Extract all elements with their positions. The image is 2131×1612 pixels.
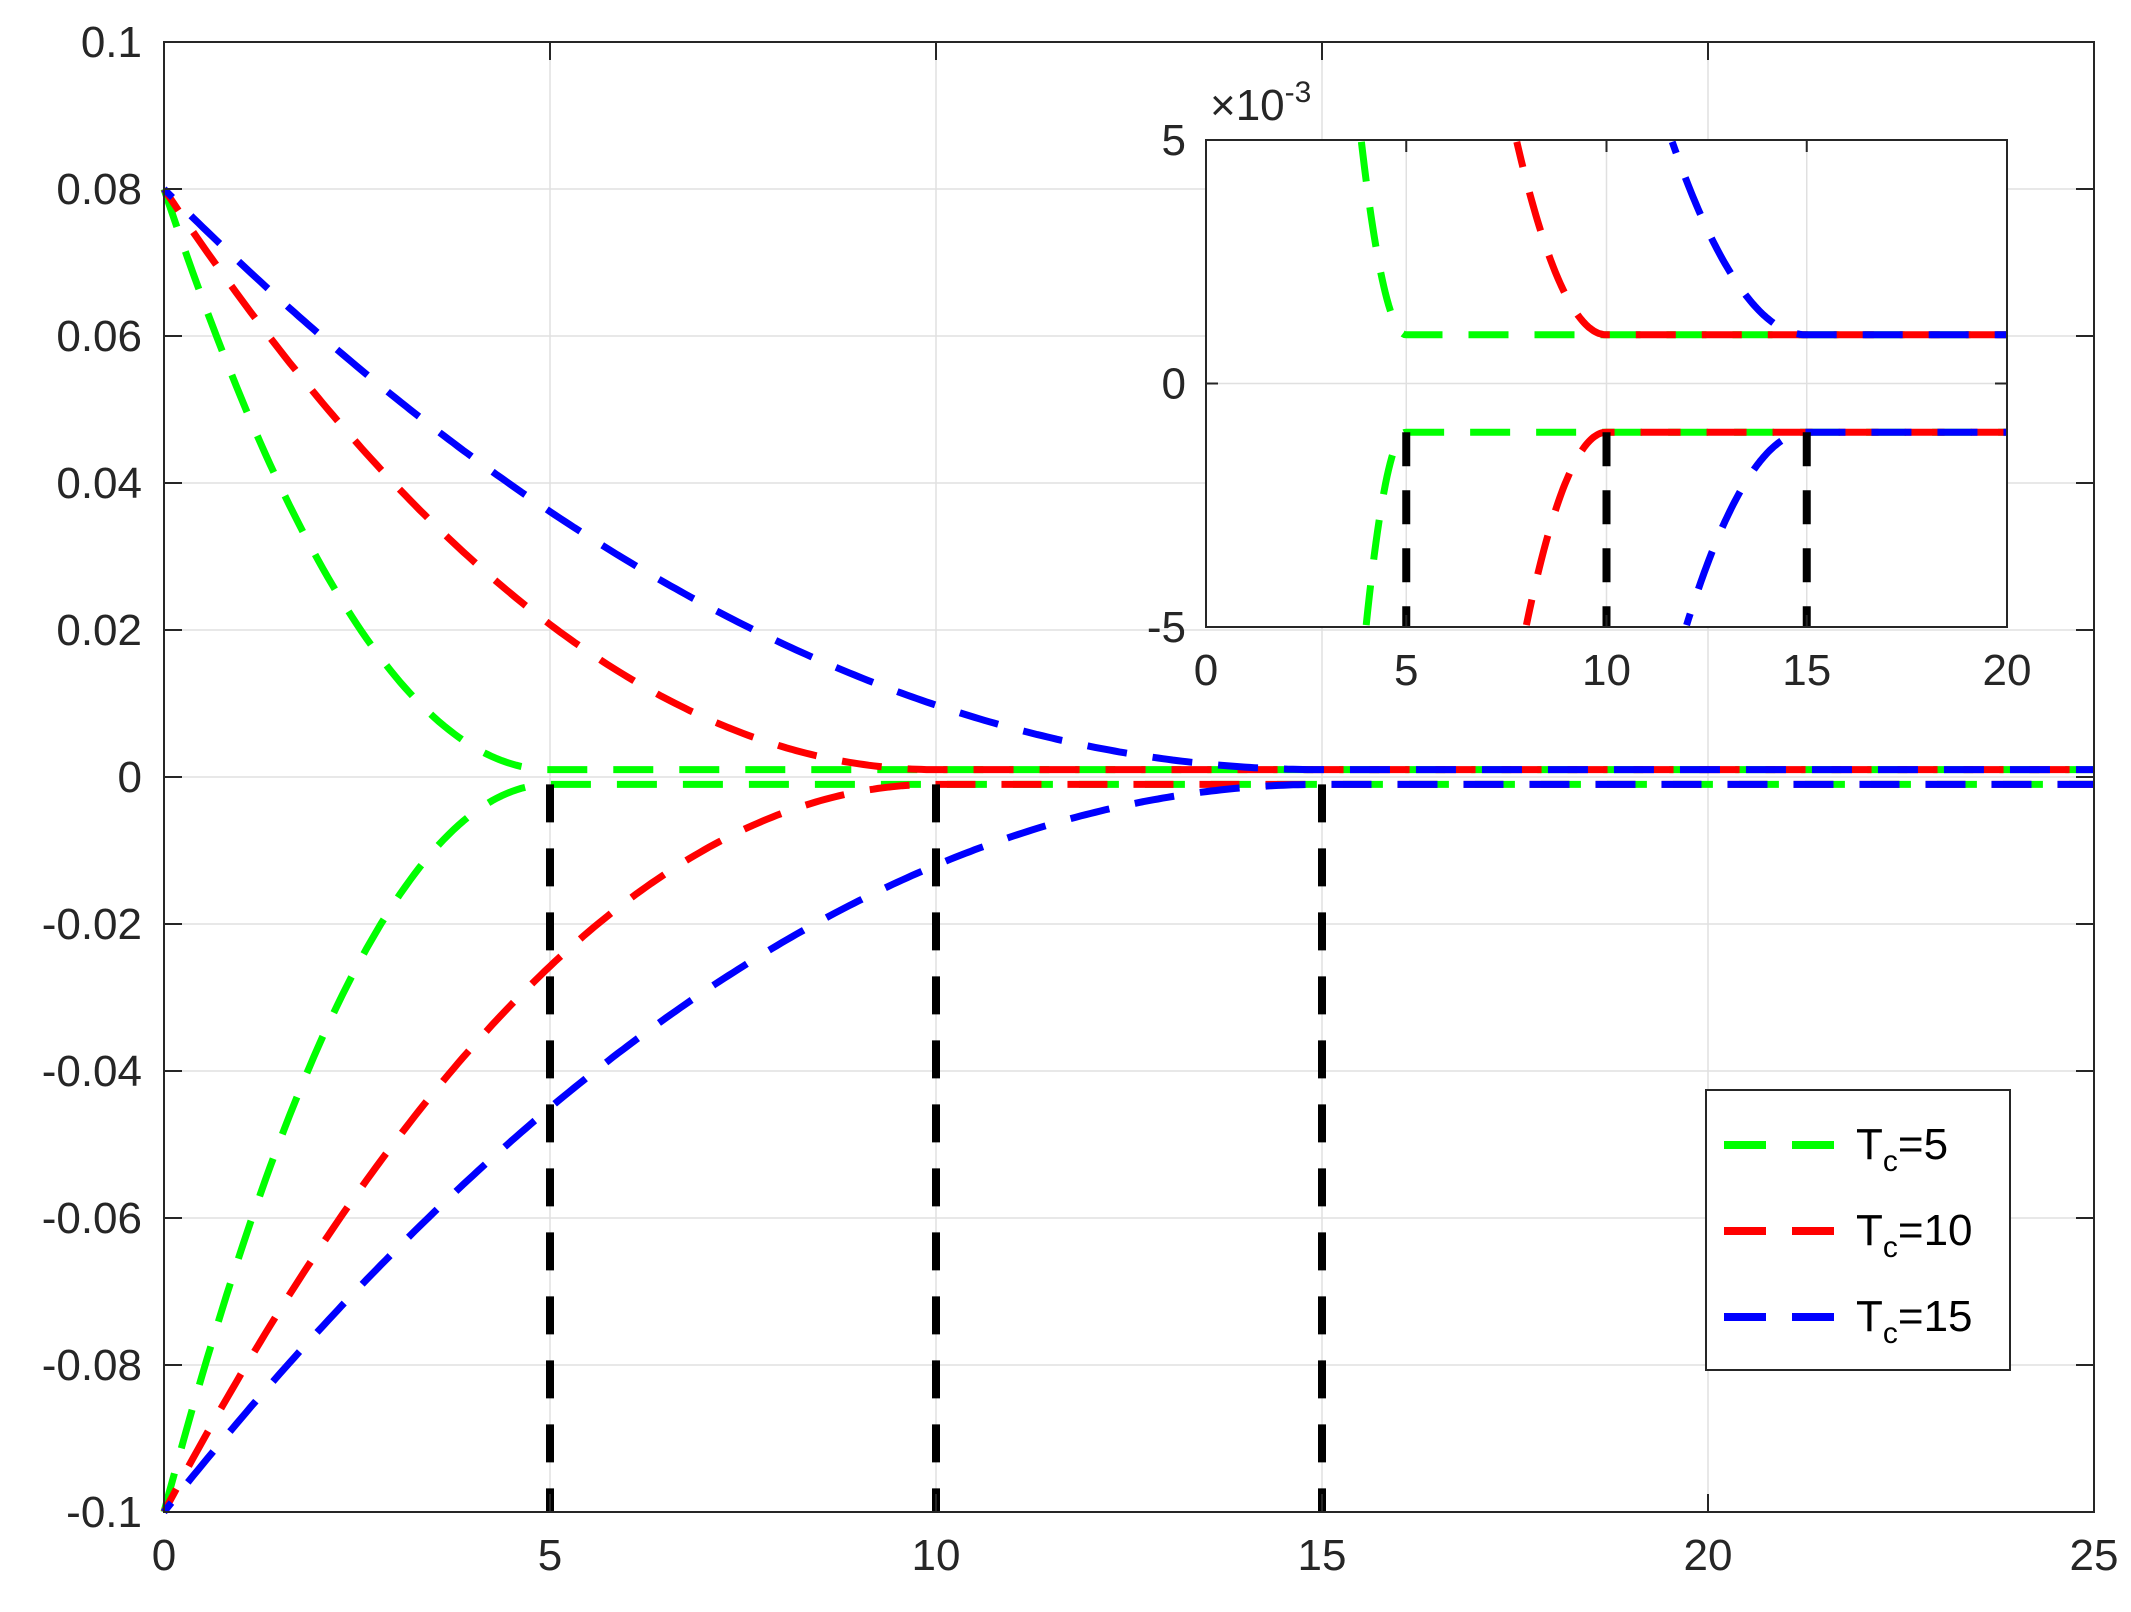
inset-x-tick-label: 20 — [1983, 646, 2032, 695]
inset-x-tick-label: 10 — [1582, 646, 1631, 695]
y-tick-label: -0.08 — [42, 1341, 142, 1390]
main-tick-labels: 0 5 10 15 20 25 -0.1 -0.08 -0.06 -0.04 -0.02 0 0.02 0… — [42, 18, 2119, 1580]
y-tick-label: 0.08 — [56, 165, 142, 214]
x-tick-label: 15 — [1298, 1531, 1347, 1580]
inset-y-tick-label: 5 — [1162, 116, 1186, 165]
y-tick-label: -0.02 — [42, 900, 142, 949]
y-tick-label: 0.1 — [81, 18, 142, 67]
series-line-lower — [160, 780, 2094, 1513]
inset-vertical-markers — [1402, 432, 1811, 627]
legend: Tc=5 Tc=10 Tc=15 — [1705, 1089, 2011, 1371]
y-tick-label: 0.04 — [56, 459, 142, 508]
inset-x-tick-label: 15 — [1782, 646, 1831, 695]
y-tick-label: 0 — [118, 753, 142, 802]
y-tick-label: -0.04 — [42, 1047, 142, 1096]
inset-chart: 0 5 10 15 20-505 ×10-3 — [1147, 76, 2032, 695]
inset-y-tick-label: 0 — [1162, 360, 1186, 409]
x-tick-label: 5 — [538, 1531, 562, 1580]
legend-entry-tc10: Tc=10 — [1724, 1206, 1973, 1264]
exponent-base: ×10 — [1210, 81, 1285, 130]
exponent-power: -3 — [1285, 76, 1312, 109]
legend-entry-tc5: Tc=5 — [1724, 1120, 1948, 1178]
inset-x-tick-label: 0 — [1194, 646, 1218, 695]
y-tick-label: 0.02 — [56, 606, 142, 655]
main-ticks — [163, 41, 2095, 1513]
y-tick-label: 0.06 — [56, 312, 142, 361]
legend-label: Tc=10 — [1856, 1206, 1973, 1264]
legend-label: Tc=15 — [1856, 1292, 1973, 1350]
y-tick-label: -0.06 — [42, 1194, 142, 1243]
legend-entry-tc15: Tc=15 — [1724, 1292, 1973, 1350]
x-tick-label: 20 — [1684, 1531, 1733, 1580]
inset-series-line-upper — [1513, 140, 2007, 339]
x-tick-label: 10 — [912, 1531, 961, 1580]
inset-y-tick-label: -5 — [1147, 603, 1186, 652]
x-tick-label: 0 — [152, 1531, 176, 1580]
vertical-markers — [546, 784, 1326, 1512]
main-series — [160, 186, 2094, 1515]
inset-exponent-label: ×10-3 — [1210, 76, 1311, 130]
series-line-upper — [161, 186, 2094, 774]
legend-label: Tc=5 — [1856, 1120, 1948, 1178]
inset-tick-labels: 0 5 10 15 20-505 — [1147, 116, 2032, 695]
inset-series-line-lower — [1683, 428, 2007, 627]
y-tick-label: -0.1 — [66, 1488, 142, 1537]
inset-series-line-upper — [1668, 140, 2007, 339]
x-tick-label: 25 — [2070, 1531, 2119, 1580]
inset-x-tick-label: 5 — [1394, 646, 1418, 695]
inset-ticks — [1205, 139, 2008, 628]
